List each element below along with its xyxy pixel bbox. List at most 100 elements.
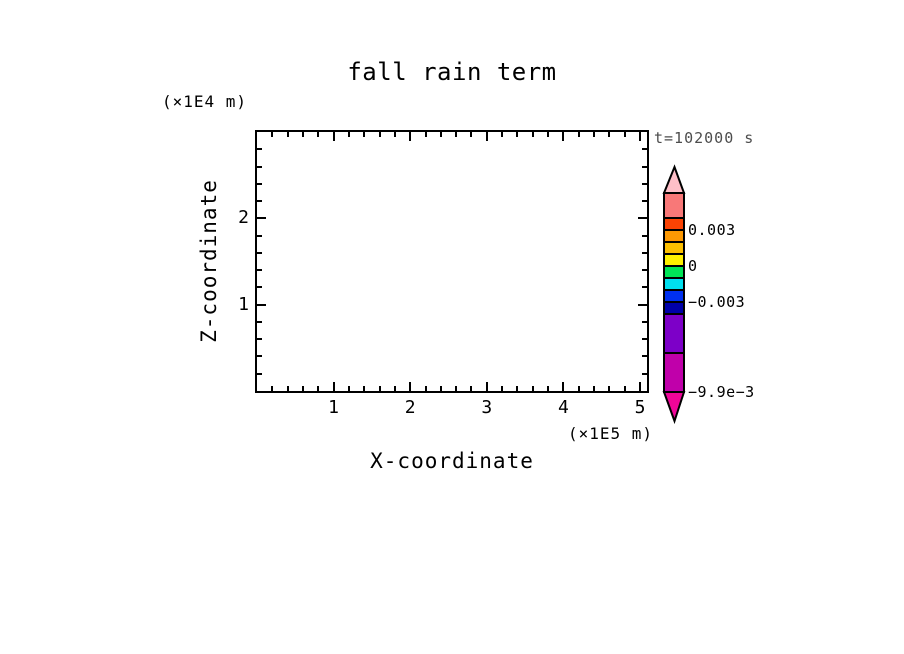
colorbar-label: −9.9e−3	[688, 383, 755, 401]
y-minor-tick	[257, 234, 262, 237]
x-major-tick-top	[409, 132, 412, 141]
x-minor-tick-top	[516, 132, 519, 137]
y-minor-tick	[257, 251, 262, 254]
colorbar-segment-9	[663, 313, 685, 354]
x-minor-tick-top	[593, 132, 596, 137]
y-minor-tick-right	[642, 200, 647, 203]
colorbar-segment-7	[663, 289, 685, 303]
x-major-tick	[485, 382, 488, 391]
y-major-tick-right	[638, 217, 647, 220]
x-major-tick-top	[562, 132, 565, 141]
colorbar-segment-2	[663, 229, 685, 243]
x-axis-unit-label: (×1E5 m)	[567, 424, 653, 443]
y-minor-tick-right	[642, 286, 647, 289]
y-minor-tick	[257, 269, 262, 272]
y-major-tick-right	[638, 303, 647, 306]
x-minor-tick	[301, 386, 304, 391]
x-major-tick	[639, 382, 641, 391]
x-minor-tick	[378, 386, 381, 391]
x-minor-tick-top	[455, 132, 458, 137]
x-major-tick	[409, 382, 412, 391]
x-tick-label: 4	[557, 397, 569, 418]
x-minor-tick-top	[286, 132, 289, 137]
colorbar-top-arrow	[662, 164, 686, 194]
y-minor-tick	[257, 320, 262, 323]
x-minor-tick-top	[439, 132, 442, 137]
time-annotation: t=102000 s	[654, 129, 755, 147]
chart-title: fall rain term	[347, 58, 557, 86]
x-tick-label: 1	[328, 397, 340, 418]
y-minor-tick-right	[642, 148, 647, 151]
y-minor-tick	[257, 286, 262, 289]
plot-area	[255, 130, 649, 393]
colorbar-bottom-arrow	[662, 391, 686, 425]
y-minor-tick	[257, 372, 262, 375]
y-minor-tick	[257, 148, 262, 151]
x-minor-tick	[363, 386, 366, 391]
x-minor-tick	[347, 386, 350, 391]
x-minor-tick-top	[424, 132, 427, 137]
colorbar-segment-4	[663, 253, 685, 267]
y-minor-tick-right	[642, 182, 647, 185]
x-minor-tick-top	[271, 132, 274, 137]
colorbar-label: 0.003	[688, 221, 736, 239]
x-major-tick-top	[639, 132, 641, 141]
y-minor-tick	[257, 165, 262, 168]
y-axis-label: Z-coordinate	[197, 179, 221, 343]
x-minor-tick-top	[378, 132, 381, 137]
y-minor-tick	[257, 338, 262, 341]
x-minor-tick-top	[470, 132, 473, 137]
x-major-tick	[332, 382, 335, 391]
x-minor-tick	[501, 386, 504, 391]
y-major-tick	[257, 217, 266, 220]
x-minor-tick-top	[301, 132, 304, 137]
x-minor-tick-top	[317, 132, 320, 137]
colorbar-segment-8	[663, 301, 685, 315]
y-minor-tick-right	[642, 372, 647, 375]
x-tick-label: 3	[481, 397, 493, 418]
y-minor-tick-right	[642, 269, 647, 272]
x-major-tick-top	[485, 132, 488, 141]
x-minor-tick	[439, 386, 442, 391]
colorbar-label: 0	[688, 257, 698, 275]
x-minor-tick-top	[577, 132, 580, 137]
y-minor-tick	[257, 200, 262, 203]
y-minor-tick	[257, 355, 262, 358]
x-minor-tick	[286, 386, 289, 391]
colorbar-label: −0.003	[688, 293, 746, 311]
x-minor-tick	[608, 386, 611, 391]
x-minor-tick	[516, 386, 519, 391]
x-minor-tick	[577, 386, 580, 391]
y-minor-tick-right	[642, 320, 647, 323]
x-minor-tick	[424, 386, 427, 391]
y-minor-tick-right	[642, 355, 647, 358]
y-tick-label: 2	[238, 207, 249, 229]
x-minor-tick-top	[623, 132, 626, 137]
x-minor-tick	[455, 386, 458, 391]
x-minor-tick-top	[501, 132, 504, 137]
x-minor-tick	[393, 386, 396, 391]
colorbar	[662, 164, 686, 425]
x-minor-tick	[547, 386, 550, 391]
x-minor-tick	[317, 386, 320, 391]
colorbar-segment-10	[663, 352, 685, 393]
y-tick-label: 1	[238, 293, 249, 315]
colorbar-segment-1	[663, 217, 685, 231]
y-axis-unit-label: (×1E4 m)	[162, 92, 248, 111]
y-minor-tick-right	[642, 338, 647, 341]
x-minor-tick-top	[608, 132, 611, 137]
x-minor-tick-top	[347, 132, 350, 137]
x-minor-tick-top	[531, 132, 534, 137]
x-tick-label: 5	[634, 397, 646, 418]
x-axis-label: X-coordinate	[370, 449, 534, 473]
y-major-tick	[257, 303, 266, 306]
colorbar-segment-6	[663, 277, 685, 291]
x-minor-tick-top	[547, 132, 550, 137]
x-tick-label: 2	[404, 397, 416, 418]
x-major-tick	[562, 382, 565, 391]
y-minor-tick-right	[642, 165, 647, 168]
colorbar-segment-3	[663, 241, 685, 255]
x-minor-tick	[470, 386, 473, 391]
y-minor-tick-right	[642, 234, 647, 237]
x-minor-tick	[593, 386, 596, 391]
